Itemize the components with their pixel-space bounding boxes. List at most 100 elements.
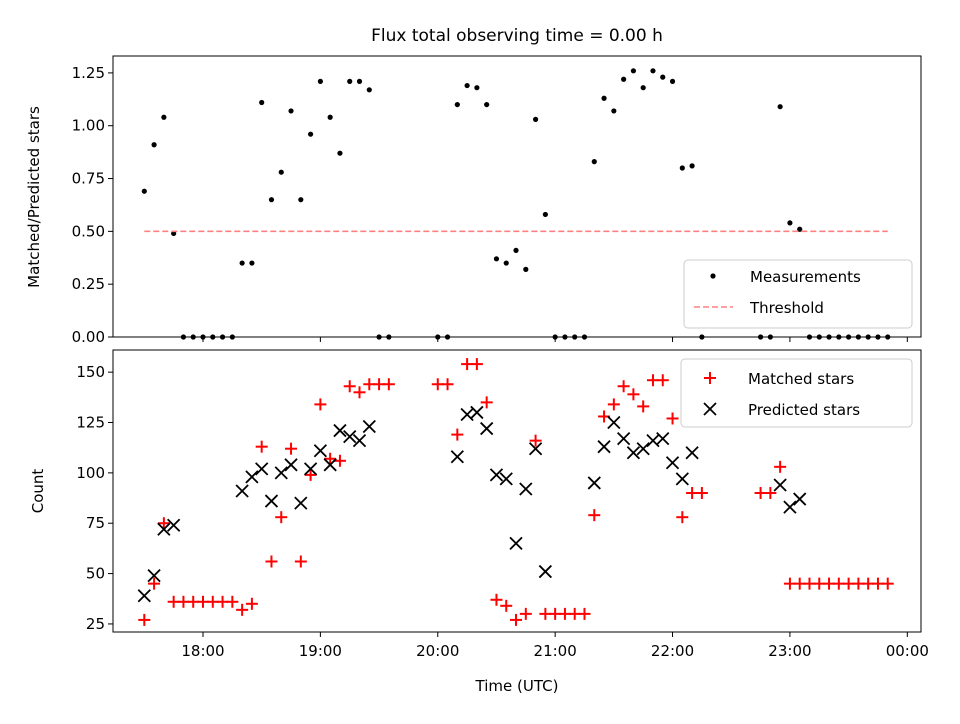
top-x-axis — [202, 337, 908, 342]
y-tick-label: 150 — [76, 363, 105, 381]
matched-star-point — [304, 468, 317, 481]
bottom-y-axis-label: Count — [29, 469, 47, 514]
measurement-point — [366, 87, 372, 93]
matched-star-point — [676, 511, 689, 524]
predicted-star-point — [685, 446, 699, 460]
y-tick-label: 0.50 — [72, 222, 105, 240]
predicted-star-point — [626, 446, 641, 460]
measurement-point — [484, 101, 490, 108]
bottom-legend: Matched stars Predicted stars — [680, 358, 913, 428]
matched-star-point — [138, 613, 151, 626]
matched-star-point — [764, 487, 777, 500]
bottom-plot-frame — [112, 349, 922, 633]
predicted-star-point — [352, 434, 367, 448]
matched-star-point — [275, 511, 288, 524]
measurement-point — [347, 78, 353, 84]
y-tick-label: 125 — [76, 414, 105, 432]
matched-star-point — [382, 378, 395, 391]
predicted-star-point — [333, 423, 347, 438]
matched-star-point — [324, 452, 337, 465]
matched-star-point — [627, 388, 640, 401]
matched-star-point — [617, 380, 630, 393]
predicted-star-point — [480, 421, 494, 436]
predicted-star-point — [235, 484, 249, 498]
measurement-point — [474, 85, 480, 91]
measurement-point — [591, 159, 597, 165]
y-tick-label: 1.00 — [72, 117, 105, 135]
matched-star-point — [294, 555, 307, 568]
legend-threshold-label: Threshold — [749, 299, 824, 317]
predicted-star-point — [587, 476, 601, 490]
matched-star-point — [881, 577, 894, 590]
matched-star-point — [666, 412, 679, 425]
measurement-point — [327, 114, 333, 120]
matched-star-point — [480, 396, 493, 409]
measurement-point — [493, 256, 500, 262]
predicted-star-point — [255, 462, 269, 476]
matched-star-point — [490, 593, 503, 606]
y-tick-label: 100 — [76, 464, 105, 482]
predicted-star-point — [607, 415, 621, 430]
measurement-point — [787, 220, 793, 226]
predicted-star-point — [157, 522, 171, 536]
measurement-point — [797, 226, 803, 232]
measurement-point — [268, 197, 275, 203]
y-tick-label: 50 — [86, 565, 105, 583]
predicted-star-point — [303, 462, 318, 476]
measurement-point — [669, 78, 676, 84]
matched-star-point — [157, 517, 170, 530]
measurement-point — [513, 247, 519, 253]
measurement-point — [151, 142, 157, 148]
measurement-point — [621, 76, 627, 82]
measurement-point — [601, 95, 607, 101]
measurement-point — [679, 165, 685, 171]
measurement-point — [464, 82, 470, 89]
predicted-star-point — [616, 431, 631, 446]
predicted-star-point — [665, 456, 680, 470]
matched-star-point — [500, 599, 513, 612]
bottom-y-axis: 25 50 75 100 125 150 — [76, 363, 113, 633]
legend-predicted-marker — [703, 402, 717, 416]
x-tick-label: 19:00 — [299, 642, 342, 660]
predicted-star-point — [137, 589, 151, 603]
measurement-point — [278, 169, 284, 175]
matched-star-point — [588, 509, 601, 522]
matched-star-point — [695, 487, 708, 500]
predicted-star-point — [773, 478, 787, 492]
measurement-point — [454, 101, 460, 108]
predicted-star-point — [294, 496, 308, 510]
y-tick-label: 1.25 — [72, 64, 105, 82]
matched-star-point — [510, 613, 523, 626]
matched-star-point — [148, 577, 161, 590]
measurement-point — [288, 108, 294, 114]
legend-matched-label: Matched stars — [748, 370, 854, 388]
predicted-star-point — [519, 482, 533, 496]
matched-star-point — [607, 398, 620, 411]
predicted-star-point — [656, 431, 670, 446]
predicted-star-point — [450, 450, 464, 464]
predicted-star-point — [362, 419, 376, 434]
x-tick-label: 18:00 — [181, 642, 224, 660]
predicted-star-point — [528, 442, 543, 456]
measurement-point — [523, 266, 529, 272]
measurement-point — [161, 114, 167, 120]
matched-star-point — [314, 398, 327, 411]
legend-predicted-label: Predicted stars — [748, 401, 860, 419]
predicted-star-point — [284, 458, 298, 472]
predicted-star-point — [167, 518, 181, 532]
y-tick-label: 0.75 — [72, 170, 105, 188]
legend-matched-marker — [704, 372, 716, 384]
matched-star-point — [255, 440, 268, 453]
bottom-x-axis-label: Time (UTC) — [475, 677, 559, 695]
bottom-plot-marks — [137, 358, 894, 626]
matched-star-point — [285, 442, 298, 455]
measurement-point — [503, 260, 509, 266]
top-plot-frame — [112, 55, 922, 338]
legend-measurements-label: Measurements — [750, 268, 861, 286]
matched-star-point — [236, 603, 249, 616]
measurement-point — [298, 197, 304, 203]
measurement-point — [249, 260, 255, 266]
matched-star-point — [265, 555, 278, 568]
